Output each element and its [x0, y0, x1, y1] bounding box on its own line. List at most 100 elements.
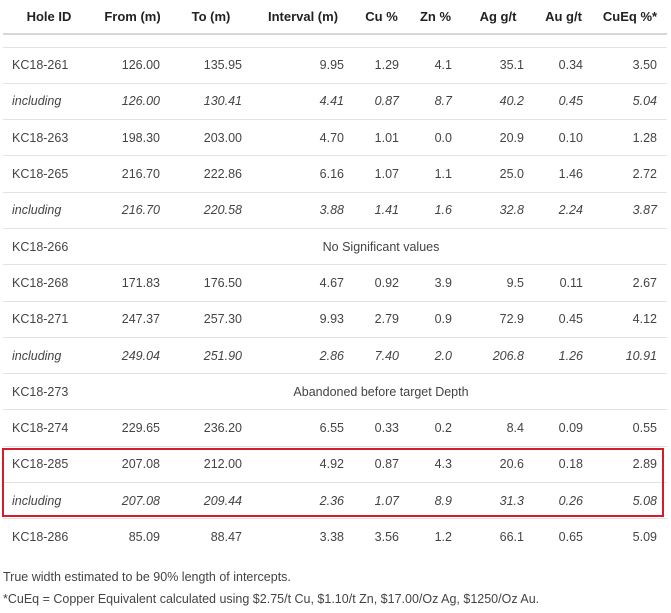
cell-to: 88.47: [210, 530, 242, 545]
cell-interval: 6.16: [319, 167, 344, 182]
cell-au: 0.34: [558, 58, 583, 73]
cell-ag: 20.6: [499, 457, 524, 472]
cell-from: 126.00: [121, 58, 160, 73]
cell-interval: 3.38: [319, 530, 344, 545]
col-header-from: From (m): [104, 9, 161, 24]
cell-zn: 2.0: [434, 348, 452, 363]
cell-cueq: 5.09: [632, 530, 657, 545]
table-row: KC18-285 207.08 212.00 4.92 0.87 4.3 20.6 0.18 2…: [3, 446, 667, 483]
cell-zn: 1.1: [434, 167, 452, 182]
cell-to: 130.41: [203, 94, 242, 109]
cell-from: 249.04: [121, 348, 160, 363]
cell-to: 203.00: [203, 130, 242, 145]
cell-interval: 6.55: [319, 421, 344, 436]
table-row: KC18-266 No Significant values: [3, 228, 667, 265]
cell-hole-id: KC18-274: [12, 421, 69, 436]
cell-au: 0.26: [558, 493, 583, 508]
cell-interval: 4.41: [319, 94, 344, 109]
cell-au: 0.09: [558, 421, 583, 436]
cell-hole-id: KC18-271: [12, 312, 69, 327]
cell-to: 212.00: [203, 457, 242, 472]
cell-to: 222.86: [203, 167, 242, 182]
cell-au: 0.45: [558, 312, 583, 327]
cell-zn: 3.9: [434, 275, 452, 290]
cell-hole-id: KC18-266: [12, 239, 69, 254]
cell-from: 126.00: [121, 94, 160, 109]
col-header-cu: Cu %: [365, 9, 398, 24]
cell-from: 171.83: [121, 275, 160, 290]
cell-zn: 1.2: [434, 530, 452, 545]
cell-interval: 2.36: [319, 493, 344, 508]
cell-interval: 9.95: [319, 58, 344, 73]
cell-cu: 1.41: [374, 203, 399, 218]
table-row: including 249.04 251.90 2.86 7.40 2.0 206.8 1.2…: [3, 337, 667, 374]
cell-ag: 20.9: [499, 130, 524, 145]
col-header-zn: Zn %: [419, 9, 452, 24]
cell-ag: 206.8: [492, 348, 524, 363]
table-row: KC18-286 85.09 88.47 3.38 3.56 1.2 66.1 0.65 5.0…: [3, 519, 667, 555]
table-row: KC18-268 171.83 176.50 4.67 0.92 3.9 9.5 0.11 2.…: [3, 265, 667, 302]
cell-hole-id: including: [12, 94, 62, 109]
cell-note: Abandoned before target Depth: [293, 384, 469, 399]
cell-from: 247.37: [121, 312, 160, 327]
cell-ag: 72.9: [499, 312, 524, 327]
cell-ag: 25.0: [499, 167, 524, 182]
cell-hole-id: KC18-285: [12, 457, 69, 472]
cell-note: No Significant values: [322, 239, 440, 254]
table-header-row: Hole ID From (m) To (m) Interval (m) Cu …: [3, 0, 667, 34]
table-row: including 207.08 209.44 2.36 1.07 8.9 31.3 0.26…: [3, 483, 667, 519]
cell-cu: 7.40: [374, 348, 399, 363]
cell-hole-id: KC18-286: [12, 530, 69, 545]
table-row: including 126.00 130.41 4.41 0.87 8.7 40.2 0.45…: [3, 83, 667, 120]
table-row: KC18-271 247.37 257.30 9.93 2.79 0.9 72.9 0.45 4…: [3, 301, 667, 338]
cell-cueq: 2.72: [632, 167, 657, 182]
cell-to: 220.58: [203, 203, 242, 218]
cell-au: 2.24: [558, 203, 583, 218]
cell-cueq: 5.04: [632, 94, 657, 109]
cell-cu: 2.79: [374, 312, 399, 327]
cell-hole-id: KC18-268: [12, 275, 69, 290]
cell-cueq: 3.50: [632, 58, 657, 73]
cell-ag: 8.4: [506, 421, 524, 436]
cell-au: 0.65: [558, 530, 583, 545]
cell-ag: 9.5: [506, 275, 524, 290]
cell-hole-id: including: [12, 493, 62, 508]
cell-cueq: 1.28: [632, 130, 657, 145]
cell-zn: 0.2: [434, 421, 452, 436]
cell-cu: 1.01: [374, 130, 399, 145]
cell-cueq: 4.12: [632, 312, 657, 327]
cell-cu: 3.56: [374, 530, 399, 545]
cell-au: 1.46: [558, 167, 583, 182]
header-spacer: [3, 34, 667, 47]
table-row: KC18-263 198.30 203.00 4.70 1.01 0.0 20.9 0.10 1…: [3, 120, 667, 156]
cell-to: 209.44: [203, 493, 242, 508]
cell-interval: 4.92: [319, 457, 344, 472]
cell-to: 135.95: [203, 58, 242, 73]
cell-au: 1.26: [558, 348, 583, 363]
cell-zn: 4.1: [434, 58, 452, 73]
cell-ag: 32.8: [499, 203, 524, 218]
cell-au: 0.18: [558, 457, 583, 472]
table-row: including 216.70 220.58 3.88 1.41 1.6 32.8 2.24…: [3, 192, 667, 229]
cell-hole-id: including: [12, 348, 62, 363]
cell-cu: 0.92: [374, 275, 399, 290]
cell-ag: 35.1: [499, 58, 524, 73]
cell-from: 229.65: [121, 421, 160, 436]
cell-from: 207.08: [121, 493, 160, 508]
table-row: KC18-274 229.65 236.20 6.55 0.33 0.2 8.4 0.09 0.…: [3, 410, 667, 447]
cell-hole-id: KC18-263: [12, 130, 69, 145]
col-header-hole-id: Hole ID: [26, 9, 72, 24]
cell-cu: 0.87: [374, 94, 399, 109]
cell-cueq: 3.87: [632, 203, 657, 218]
cell-cu: 1.07: [374, 167, 399, 182]
col-header-ag: Ag g/t: [479, 9, 517, 24]
cell-interval: 9.93: [319, 312, 344, 327]
cell-to: 236.20: [203, 421, 242, 436]
table-row: KC18-273 Abandoned before target Depth: [3, 374, 667, 410]
cell-ag: 66.1: [499, 530, 524, 545]
cell-au: 0.45: [558, 94, 583, 109]
cell-from: 216.70: [121, 203, 160, 218]
cell-zn: 1.6: [434, 203, 452, 218]
cell-to: 176.50: [203, 275, 242, 290]
cell-interval: 3.88: [319, 203, 344, 218]
